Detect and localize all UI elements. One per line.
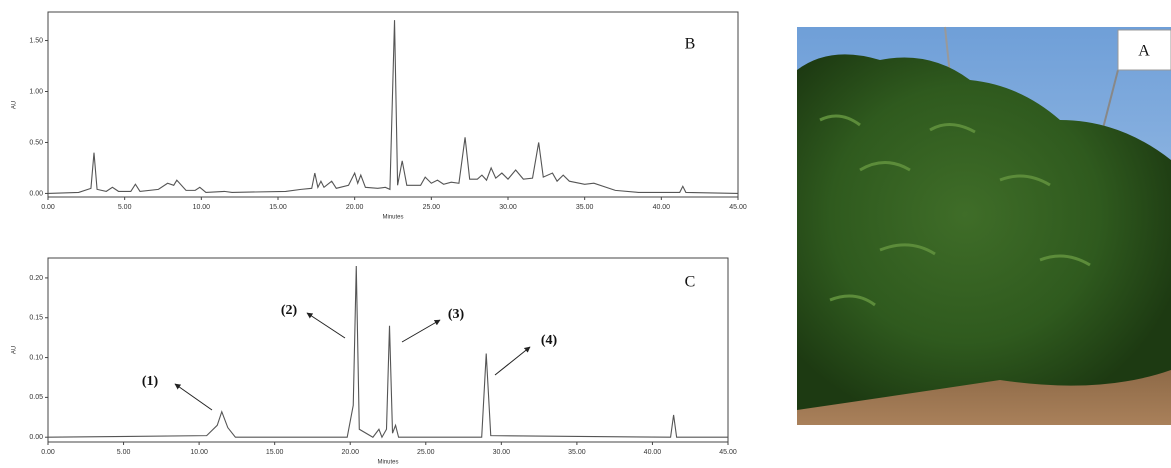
- x-tick-label: 0.00: [41, 204, 55, 211]
- x-tick-label: 5.00: [118, 204, 132, 211]
- x-tick-label: 45.00: [719, 449, 737, 456]
- y-tick-label: 0.05: [29, 394, 43, 401]
- y-tick-label: 0.00: [29, 190, 43, 197]
- x-tick-label: 5.00: [117, 449, 131, 456]
- x-tick-label: 20.00: [341, 449, 359, 456]
- annotation-arrow: [494, 346, 531, 376]
- photo: A: [797, 26, 1171, 425]
- x-tick-label: 35.00: [576, 204, 594, 211]
- x-tick-label: 30.00: [493, 449, 511, 456]
- x-tick-label: 30.00: [499, 204, 517, 211]
- y-tick-label: 0.00: [29, 434, 43, 441]
- x-tick-label: 0.00: [41, 449, 55, 456]
- x-tick-label: 15.00: [269, 204, 287, 211]
- x-tick-label: 40.00: [644, 449, 662, 456]
- y-tick-label: 1.50: [29, 37, 43, 44]
- plot-frame: [47, 257, 729, 443]
- x-tick-label: 25.00: [417, 449, 435, 456]
- y-tick-label: 0.10: [29, 354, 43, 361]
- peak-annotation: (4): [541, 333, 558, 348]
- y-tick-label: 0.50: [29, 139, 43, 146]
- annotation-arrow: [401, 319, 441, 343]
- y-tick-label: 0.15: [29, 315, 43, 322]
- x-tick-label: 45.00: [729, 204, 747, 211]
- x-axis-label: Minutes: [377, 460, 398, 466]
- y-axis-label: AU: [12, 346, 18, 354]
- peak-annotation: (1): [142, 374, 159, 389]
- peak-annotation: (3): [448, 307, 465, 322]
- trace: [47, 265, 728, 439]
- panel-label: B: [685, 36, 696, 53]
- y-axis-label: AU: [12, 101, 18, 109]
- x-tick-label: 25.00: [423, 204, 441, 211]
- x-tick-label: 20.00: [346, 204, 364, 211]
- x-tick-label: 35.00: [568, 449, 586, 456]
- x-axis-label: Minutes: [382, 215, 403, 221]
- x-tick-label: 10.00: [190, 449, 208, 456]
- x-tick-label: 15.00: [266, 449, 284, 456]
- peak-annotation: (2): [281, 303, 298, 318]
- annotation-arrow: [306, 312, 346, 339]
- annotation-arrow: [174, 383, 213, 411]
- panel-label: C: [685, 274, 696, 291]
- x-tick-label: 40.00: [653, 204, 671, 211]
- plot-frame: [47, 11, 739, 198]
- y-tick-label: 1.00: [29, 88, 43, 95]
- x-tick-label: 10.00: [193, 204, 211, 211]
- y-tick-label: 0.20: [29, 275, 43, 282]
- panel-label: A: [1138, 43, 1150, 60]
- trace: [47, 20, 739, 194]
